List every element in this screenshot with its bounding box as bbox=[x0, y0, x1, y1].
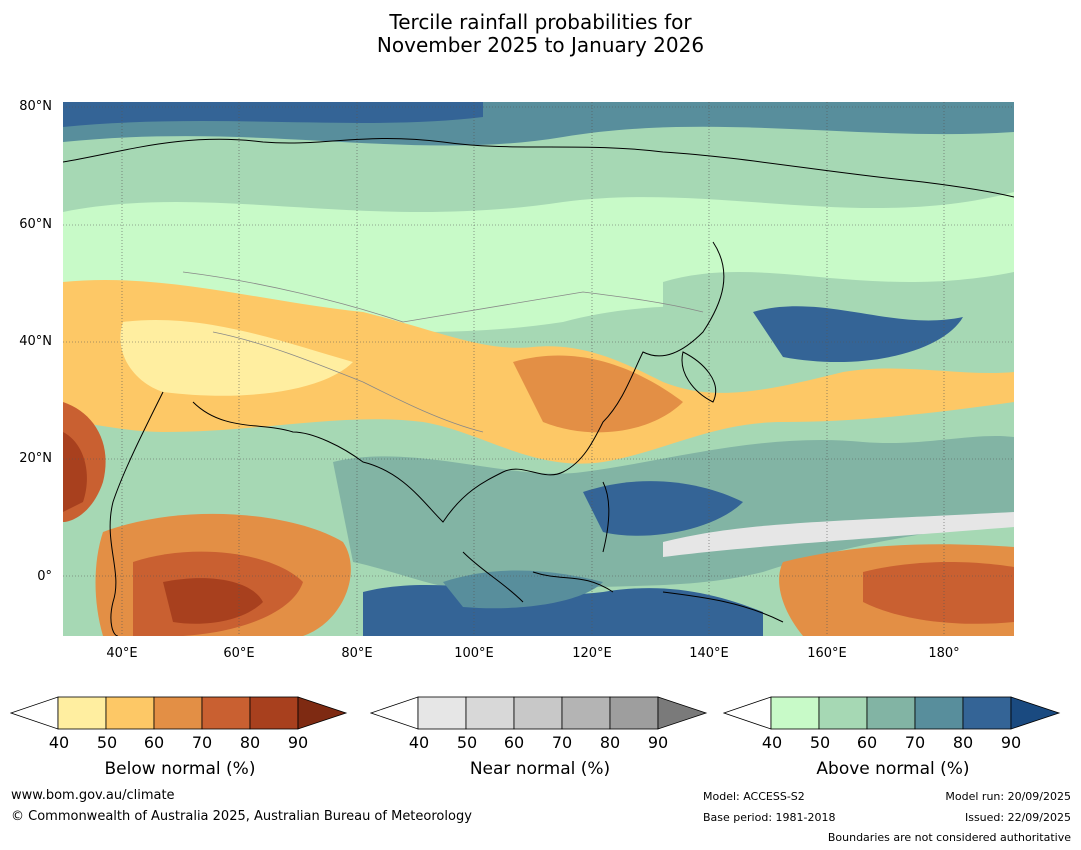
above-swatch bbox=[818, 696, 868, 730]
below-tick: 90 bbox=[287, 733, 309, 752]
disclaimer-text: Boundaries are not considered authoritat… bbox=[827, 831, 1071, 844]
lat-label-40n: 40°N bbox=[19, 334, 52, 349]
lat-label-20n: 20°N bbox=[19, 451, 52, 466]
near-swatch bbox=[417, 696, 467, 730]
above-swatch bbox=[962, 696, 1012, 730]
above-swatch bbox=[914, 696, 964, 730]
lat-label-80n: 80°N bbox=[19, 99, 52, 114]
below-normal-title: Below normal (%) bbox=[104, 759, 256, 779]
below-swatch bbox=[105, 696, 155, 730]
above-swatch bbox=[866, 696, 916, 730]
above-tick: 80 bbox=[952, 733, 974, 752]
near-high-arrow bbox=[657, 696, 708, 730]
below-swatch bbox=[57, 696, 107, 730]
map-canvas bbox=[62, 102, 1015, 637]
lon-label-120e: 120°E bbox=[572, 646, 612, 661]
near-swatch bbox=[513, 696, 563, 730]
above-tick: 60 bbox=[856, 733, 878, 752]
near-swatch bbox=[561, 696, 611, 730]
near-swatch bbox=[609, 696, 659, 730]
below-tick: 60 bbox=[143, 733, 165, 752]
lon-label-180: 180° bbox=[928, 646, 960, 661]
model-run-text: Model run: 20/09/2025 bbox=[945, 790, 1071, 803]
colorbar-near-normal bbox=[370, 696, 708, 730]
near-tick: 60 bbox=[503, 733, 525, 752]
near-tick: 70 bbox=[551, 733, 573, 752]
above-normal-title: Above normal (%) bbox=[816, 759, 970, 779]
below-tick: 40 bbox=[48, 733, 70, 752]
lat-label-60n: 60°N bbox=[19, 217, 52, 232]
near-tick: 90 bbox=[647, 733, 669, 752]
lon-label-140e: 140°E bbox=[689, 646, 729, 661]
near-low-arrow bbox=[370, 696, 419, 730]
above-high-arrow bbox=[1010, 696, 1061, 730]
below-high-arrow bbox=[297, 696, 348, 730]
rainfall-map bbox=[62, 102, 1015, 637]
lon-label-160e: 160°E bbox=[807, 646, 847, 661]
above-tick: 70 bbox=[904, 733, 926, 752]
near-normal-title: Near normal (%) bbox=[469, 759, 611, 779]
lon-label-40e: 40°E bbox=[106, 646, 138, 661]
issued-text: Issued: 22/09/2025 bbox=[964, 811, 1071, 824]
chart-title-line2: November 2025 to January 2026 bbox=[376, 33, 705, 57]
copyright-text: © Commonwealth of Australia 2025, Austra… bbox=[11, 809, 472, 824]
lat-label-0: 0° bbox=[37, 569, 52, 584]
above-low-arrow bbox=[723, 696, 772, 730]
below-swatch bbox=[249, 696, 299, 730]
above-tick: 90 bbox=[1000, 733, 1022, 752]
above-tick: 50 bbox=[809, 733, 831, 752]
colorbar-below-normal bbox=[10, 696, 348, 730]
near-tick: 80 bbox=[599, 733, 621, 752]
below-tick: 80 bbox=[239, 733, 261, 752]
below-low-arrow bbox=[10, 696, 59, 730]
below-swatch bbox=[201, 696, 251, 730]
model-text: Model: ACCESS-S2 bbox=[703, 790, 805, 803]
chart-title-line1: Tercile rainfall probabilities for bbox=[389, 10, 692, 34]
base-period-text: Base period: 1981-2018 bbox=[703, 811, 836, 824]
below-tick: 70 bbox=[191, 733, 213, 752]
above-swatch bbox=[770, 696, 820, 730]
near-tick: 50 bbox=[456, 733, 478, 752]
near-swatch bbox=[465, 696, 515, 730]
colorbar-above-normal bbox=[723, 696, 1061, 730]
near-tick: 40 bbox=[408, 733, 430, 752]
below-swatch bbox=[153, 696, 203, 730]
below-tick: 50 bbox=[96, 733, 118, 752]
lon-label-100e: 100°E bbox=[454, 646, 494, 661]
lon-label-60e: 60°E bbox=[223, 646, 255, 661]
website-link[interactable]: www.bom.gov.au/climate bbox=[11, 788, 175, 803]
above-tick: 40 bbox=[761, 733, 783, 752]
lon-label-80e: 80°E bbox=[341, 646, 373, 661]
